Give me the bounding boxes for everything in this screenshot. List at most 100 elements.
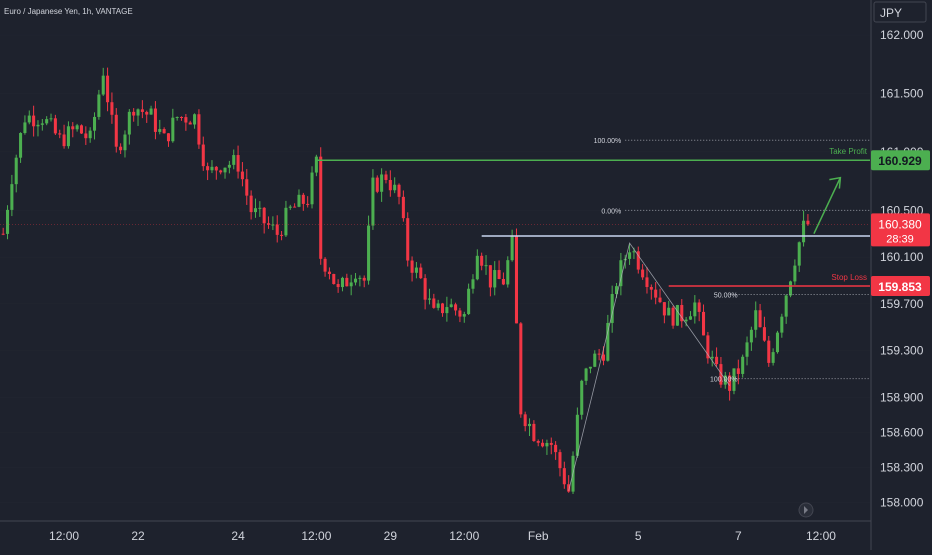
candle-body — [628, 252, 632, 259]
candle-body — [406, 218, 410, 261]
last-price-badge — [871, 213, 930, 247]
y-tick-label: 158.900 — [880, 390, 924, 404]
candle-body — [619, 260, 623, 287]
candle-body — [197, 114, 201, 145]
drawings: Take Profit Stop Loss 100.00% 0.00% 50.00% 10… — [0, 138, 870, 491]
candle-body — [802, 220, 806, 243]
candle-body — [641, 269, 645, 278]
candle-body — [441, 303, 445, 314]
candle-body — [423, 278, 427, 300]
target-arrow-head — [829, 176, 842, 189]
candle-body — [88, 130, 92, 139]
candle-body — [684, 319, 688, 322]
currency-box[interactable] — [873, 1, 927, 23]
candle-body — [388, 179, 392, 191]
candle-body — [236, 155, 240, 172]
candle-body — [210, 166, 214, 171]
candle-body — [567, 484, 571, 492]
candle-body — [253, 208, 257, 213]
stop-loss-price-badge — [871, 275, 930, 296]
x-tick-label: 12:00 — [49, 529, 79, 543]
candle-body — [367, 225, 371, 281]
candle-body — [528, 423, 532, 427]
candle-body — [145, 111, 149, 115]
candle-body — [327, 271, 331, 275]
candle-body — [297, 194, 301, 207]
candle-body — [223, 167, 227, 173]
candle-body — [36, 124, 40, 127]
candle-body — [240, 171, 244, 180]
x-tick-label: 24 — [231, 529, 245, 543]
candle-body — [66, 126, 70, 147]
candle-body — [358, 277, 362, 279]
candle-body — [471, 279, 475, 289]
candle-body — [419, 267, 423, 279]
x-tick-label: Feb — [528, 529, 549, 543]
candle-body — [584, 368, 588, 381]
candle-body — [201, 144, 205, 167]
candle-body — [49, 118, 53, 120]
candle-body — [314, 156, 318, 173]
candle-body — [354, 278, 358, 283]
candle-body — [375, 177, 379, 192]
candle-body — [384, 174, 388, 180]
candle-body — [636, 251, 640, 270]
candle-body — [245, 179, 249, 196]
candle-body — [588, 366, 592, 369]
candle-body — [271, 224, 275, 226]
candle-body — [519, 323, 523, 415]
candle-body — [175, 116, 179, 118]
symbol-title: Euro / Japanese Yen, 1h, VANTAGE — [4, 7, 133, 16]
candle-body — [514, 235, 518, 324]
candle-body — [497, 270, 501, 279]
candle-body — [688, 316, 692, 320]
replay-icon[interactable] — [798, 502, 814, 518]
candle-body — [427, 298, 431, 300]
candle-body — [71, 126, 75, 130]
candles — [1, 67, 810, 494]
take-profit-price-label: 160.929 — [878, 154, 922, 168]
candle-body — [649, 286, 653, 290]
candle-body — [23, 122, 27, 134]
take-profit-price-badge — [871, 150, 930, 171]
candle-body — [284, 207, 288, 236]
candle-body — [745, 342, 749, 357]
candle-body — [79, 125, 83, 134]
candle-body — [180, 116, 184, 118]
y-tick-label: 159.300 — [880, 344, 924, 358]
candle-body — [675, 305, 679, 326]
candle-body — [454, 304, 458, 311]
candle-body — [127, 111, 131, 135]
candle-body — [741, 356, 745, 374]
fib-retrace-label: 100.00% — [710, 377, 738, 384]
candle-body — [580, 380, 584, 415]
candle-body — [162, 129, 166, 134]
candle-body — [436, 303, 440, 308]
candle-body — [136, 109, 140, 116]
candle-body — [332, 274, 336, 285]
candle-body — [336, 284, 340, 288]
candle-body — [715, 356, 719, 365]
price-axis-pane — [871, 0, 932, 550]
candle-body — [658, 297, 662, 303]
candle-body — [97, 94, 101, 117]
candle-body — [501, 278, 505, 285]
candle-body — [597, 353, 601, 355]
candle-body — [119, 146, 123, 151]
candle-body — [397, 184, 401, 197]
candle-body — [206, 166, 210, 171]
candle-body — [554, 444, 558, 453]
candle-body — [475, 255, 479, 280]
candle-body — [323, 258, 327, 272]
candle-body — [532, 423, 536, 441]
candle-body — [40, 123, 44, 125]
candle-body — [667, 307, 671, 316]
candle-body — [45, 119, 49, 124]
candle-body — [371, 177, 375, 226]
candle-body — [123, 134, 127, 151]
candle-body — [288, 206, 292, 208]
candle-body — [140, 109, 144, 112]
candle-body — [632, 251, 636, 253]
